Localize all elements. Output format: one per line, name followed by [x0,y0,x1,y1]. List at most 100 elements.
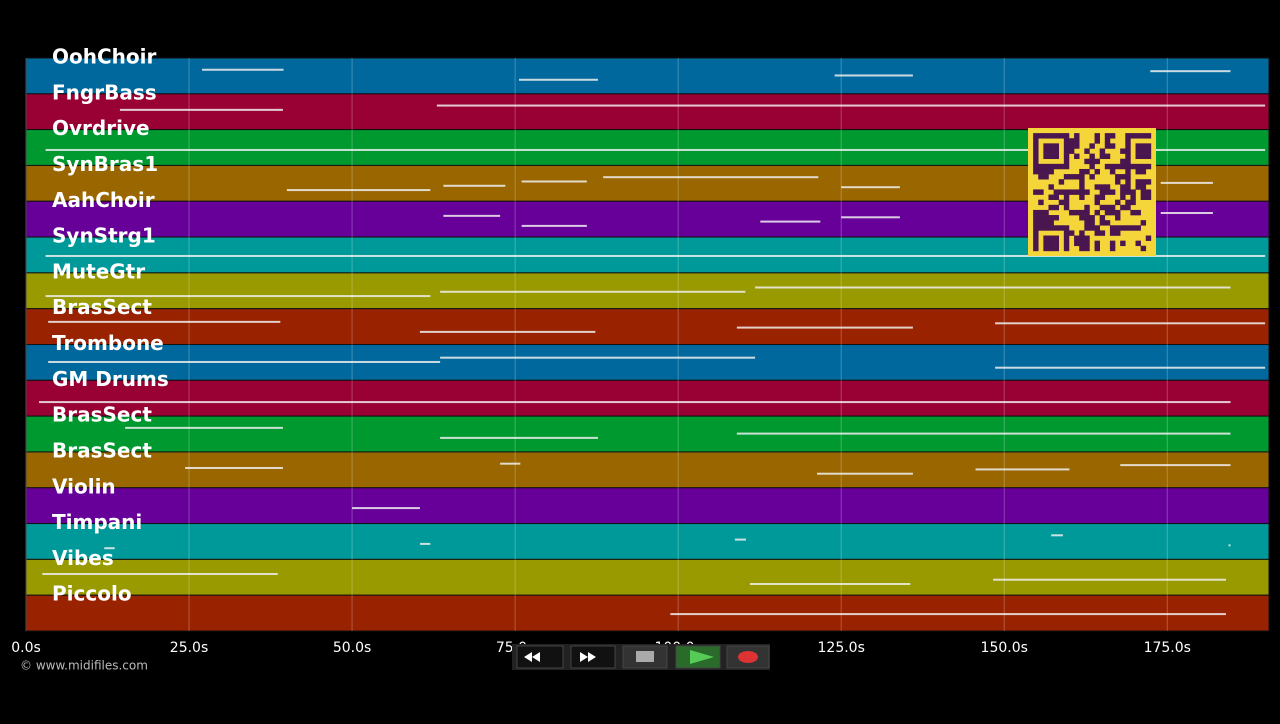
qr-module [1063,158,1070,165]
qr-module [1074,133,1080,139]
qr-module [1043,235,1049,241]
qr-module [1135,163,1141,170]
qr-module [1048,204,1054,211]
qr-module [1125,153,1131,160]
note [48,360,441,363]
qr-module [1074,143,1080,149]
note [185,466,283,469]
qr-module [1094,225,1100,231]
qr-module [1048,143,1054,149]
qr-module [1053,153,1060,160]
qr-module [1033,133,1039,139]
qr-module [1115,209,1121,216]
qr-module [1048,240,1054,247]
qr-module [1058,133,1065,139]
track-name: Piccolo [52,582,132,606]
note [500,462,521,465]
qr-module [1125,184,1131,190]
note [841,216,900,219]
note [1228,544,1231,547]
qr-module [1104,184,1111,190]
qr-module [1079,215,1085,221]
qr-module [1063,199,1070,206]
labels: OohChoir FngrBass Ovrdrive SynBras1 AahChoir… [52,45,169,606]
note [419,330,596,333]
qr-module [1063,194,1070,200]
qr-module [1109,230,1116,236]
note [841,186,900,189]
qr-module [1120,158,1126,165]
qr-module [1104,153,1111,160]
qr-module [1125,138,1131,144]
qr-module [1120,148,1126,154]
note [419,542,431,545]
qr-module [1109,143,1116,149]
qr-module [1079,179,1085,185]
qr-module [1109,168,1116,175]
note [119,108,283,111]
qr-module [1079,168,1085,175]
note [104,547,115,550]
note [993,578,1226,581]
track-lane [25,487,1270,525]
qr-module [1038,163,1044,170]
qr-module [1048,133,1054,139]
qr-module [1145,153,1152,160]
note [1120,464,1231,467]
qr-module [1043,220,1049,226]
qr-module [1063,153,1070,160]
note [1160,181,1213,184]
qr-module [1125,179,1131,185]
qr-module [1084,215,1090,221]
record-icon [738,651,758,663]
qr-module [1094,158,1100,165]
play-icon [690,650,714,664]
qr-module [1145,163,1152,170]
note [834,74,913,77]
qr-module [1125,199,1131,206]
track-name: OohChoir [52,45,156,69]
qr-module [1043,174,1049,180]
qr-module [1145,148,1152,154]
qr-module [1038,168,1044,175]
qr-module [1125,158,1131,165]
qr-module [1033,158,1039,165]
track-name: BrasSect [52,403,152,427]
qr-module [1125,133,1131,139]
note [995,322,1266,325]
note [436,104,1266,107]
qr-module [1084,158,1090,165]
qr-module [1053,133,1060,139]
qr-module [1094,194,1100,200]
qr-module [1145,143,1152,149]
qr-module [1109,245,1116,252]
note [995,366,1266,369]
qr-module [1125,163,1131,170]
qr-module [1043,143,1049,149]
qr-module [1120,225,1126,231]
qr-module [1115,215,1121,221]
qr-module [1048,235,1054,241]
qr-module [1043,225,1049,231]
qr-module [1094,209,1100,216]
qr-code [1028,128,1156,256]
qr-module [1048,220,1054,226]
track-lane [25,308,1270,345]
qr-module [1145,194,1152,200]
track-lane [25,93,1270,131]
note [48,320,281,323]
qr-module [1058,179,1065,185]
qr-module [1063,204,1070,211]
qr-module [1043,215,1049,221]
qr-module [1130,133,1136,139]
qr-module [1115,199,1121,206]
qr-module [1084,240,1090,247]
qr-module [1079,184,1085,190]
rewind-icon [524,652,540,662]
qr-module [1099,189,1106,195]
qr-module [1033,230,1039,236]
qr-module [1130,225,1136,231]
track-name: AahChoir [52,188,155,212]
qr-module [1109,204,1116,211]
